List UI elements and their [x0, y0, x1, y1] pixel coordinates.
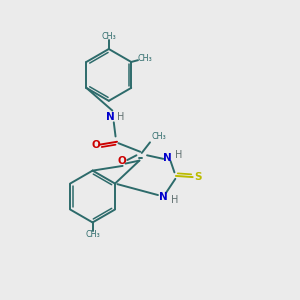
Text: N: N [106, 112, 115, 122]
Text: H: H [117, 112, 124, 122]
Text: CH₃: CH₃ [138, 54, 153, 63]
Text: H: H [175, 150, 182, 160]
Text: CH₃: CH₃ [152, 132, 166, 141]
Text: O: O [118, 156, 126, 166]
Text: H: H [171, 195, 178, 205]
Text: N: N [160, 191, 168, 202]
Text: N: N [163, 153, 172, 163]
Text: S: S [194, 172, 202, 182]
Text: CH₃: CH₃ [85, 230, 100, 239]
Text: O: O [92, 140, 100, 150]
Text: CH₃: CH₃ [101, 32, 116, 41]
